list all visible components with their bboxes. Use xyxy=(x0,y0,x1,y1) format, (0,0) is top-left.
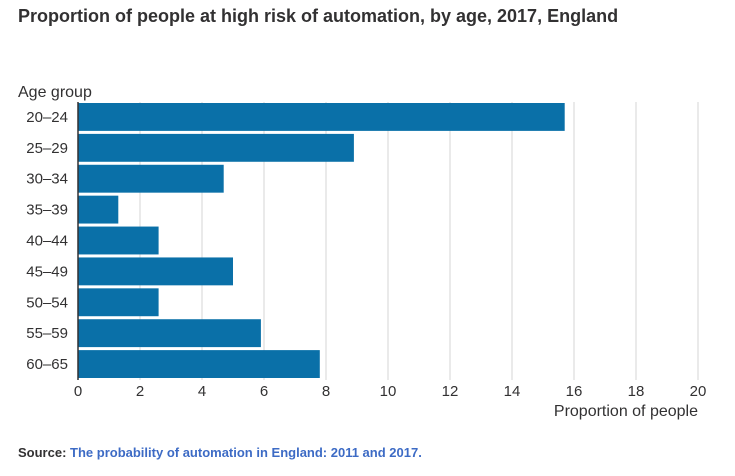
bar-55–59 xyxy=(78,319,261,348)
bar-50–54 xyxy=(78,288,159,317)
bar-25–29 xyxy=(78,133,354,162)
x-tick-label: 0 xyxy=(74,383,82,400)
x-tick-label: 12 xyxy=(442,383,459,400)
x-tick-label: 8 xyxy=(322,383,330,400)
category-label: 35–39 xyxy=(26,202,68,219)
x-tick-labels: 0 2 4 6 8 10 12 14 16 18 20 xyxy=(74,383,707,400)
source-link[interactable]: The probability of automation in England… xyxy=(70,445,422,460)
bar-30–34 xyxy=(78,164,224,193)
bar-40–44 xyxy=(78,226,159,255)
category-label: 55–59 xyxy=(26,325,68,342)
y-tick-labels: 20–24 25–29 30–34 35–39 40–44 45–49 50–54 55–59… xyxy=(26,109,68,373)
category-label: 45–49 xyxy=(26,263,68,280)
category-label: 60–65 xyxy=(26,356,68,373)
x-tick-label: 18 xyxy=(628,383,645,400)
source-label: Source: xyxy=(18,445,67,460)
x-tick-label: 14 xyxy=(504,383,521,400)
x-axis-label: Proportion of people xyxy=(554,403,698,420)
y-axis-label: Age group xyxy=(18,84,92,101)
x-tick-label: 6 xyxy=(260,383,268,400)
bars xyxy=(78,103,565,378)
bar-chart: 20–24 25–29 30–34 35–39 40–44 45–49 50–54 55–59… xyxy=(18,84,707,420)
x-tick-label: 20 xyxy=(690,383,707,400)
bar-45–49 xyxy=(78,257,233,286)
category-label: 30–34 xyxy=(26,171,68,188)
x-tick-label: 2 xyxy=(136,383,144,400)
category-label: 50–54 xyxy=(26,294,68,311)
category-label: 40–44 xyxy=(26,233,68,250)
bar-20–24 xyxy=(78,103,565,131)
x-tick-label: 16 xyxy=(566,383,583,400)
bar-35–39 xyxy=(78,195,119,224)
x-tick-label: 4 xyxy=(198,383,206,400)
category-label: 20–24 xyxy=(26,109,68,126)
x-tick-label: 10 xyxy=(380,383,397,400)
bar-60–65 xyxy=(78,350,320,378)
chart-title: Proportion of people at high risk of aut… xyxy=(18,6,619,26)
source-note: Source: The probability of automation in… xyxy=(18,445,422,460)
category-label: 25–29 xyxy=(26,140,68,157)
